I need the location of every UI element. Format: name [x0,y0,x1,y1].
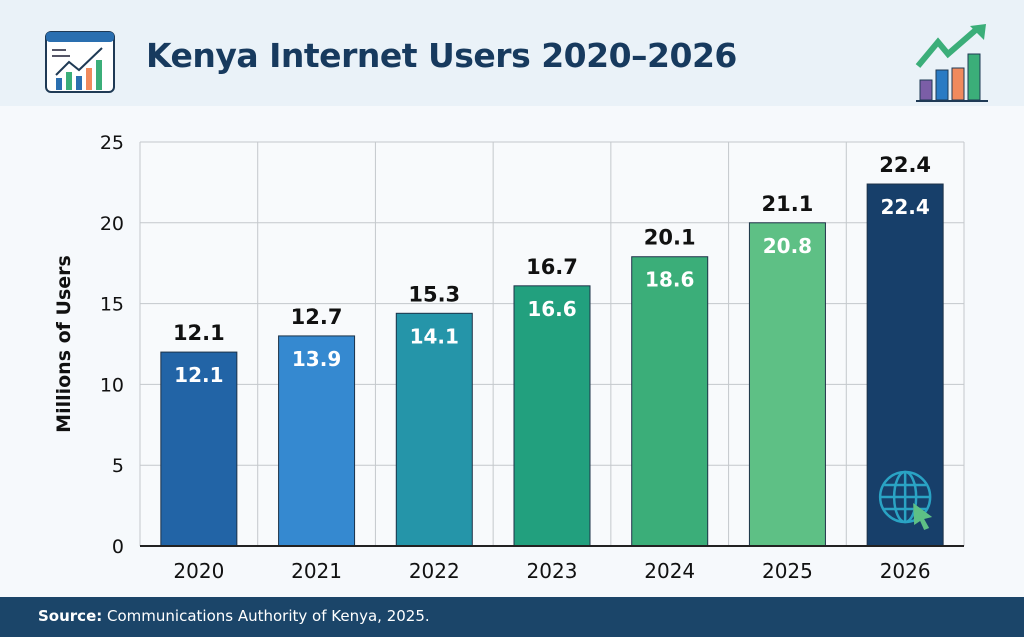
bar-inner-label: 22.4 [880,195,929,219]
y-tick-label: 25 [100,132,124,154]
bar-top-label: 21.1 [762,192,814,216]
source-label: Source: [38,607,103,625]
bar-2020 [160,351,238,547]
bar-2021 [278,335,356,547]
footer-band: Source: Communications Authority of Keny… [0,597,1024,637]
bar-inner-label: 18.6 [645,268,694,292]
x-tick-label: 2026 [880,559,931,583]
y-tick-label: 5 [112,455,124,477]
bar-top-label: 12.7 [291,305,343,329]
x-tick-label: 2025 [762,559,813,583]
chart-window-icon [45,31,115,93]
y-tick-label: 20 [100,213,124,235]
y-tick-label: 10 [100,374,124,396]
bar-top-label: 12.1 [173,321,225,345]
x-tick-label: 2020 [173,559,224,583]
page-title: Kenya Internet Users 2020–2026 [146,36,737,75]
globe-cursor-icon [878,470,932,524]
bar-2023 [513,285,591,547]
y-axis-label: Millions of Users [53,255,75,433]
growth-chart-icon [915,24,988,102]
bar-top-label: 22.4 [879,153,931,177]
bar-2022 [395,312,473,547]
x-tick-label: 2023 [527,559,578,583]
bar-inner-label: 16.6 [527,297,576,321]
bar-top-label: 20.1 [644,226,696,250]
y-tick-label: 0 [112,536,124,558]
bar-inner-label: 13.9 [292,347,341,371]
bar-inner-label: 14.1 [410,324,459,348]
x-tick-label: 2022 [409,559,460,583]
bar-top-label: 16.7 [526,255,578,279]
bar-2024 [631,256,709,547]
bar-top-label: 15.3 [408,282,460,306]
y-tick-label: 15 [100,294,124,316]
bar-inner-label: 12.1 [174,363,223,387]
bar-inner-label: 20.8 [763,234,812,258]
source-text: Communications Authority of Kenya, 2025. [107,607,430,625]
cursor-icon [913,503,933,530]
bar-2025 [748,222,826,547]
source-note: Source: Communications Authority of Keny… [38,607,430,625]
x-tick-label: 2024 [644,559,695,583]
x-tick-label: 2021 [291,559,342,583]
header-band [0,0,1024,106]
